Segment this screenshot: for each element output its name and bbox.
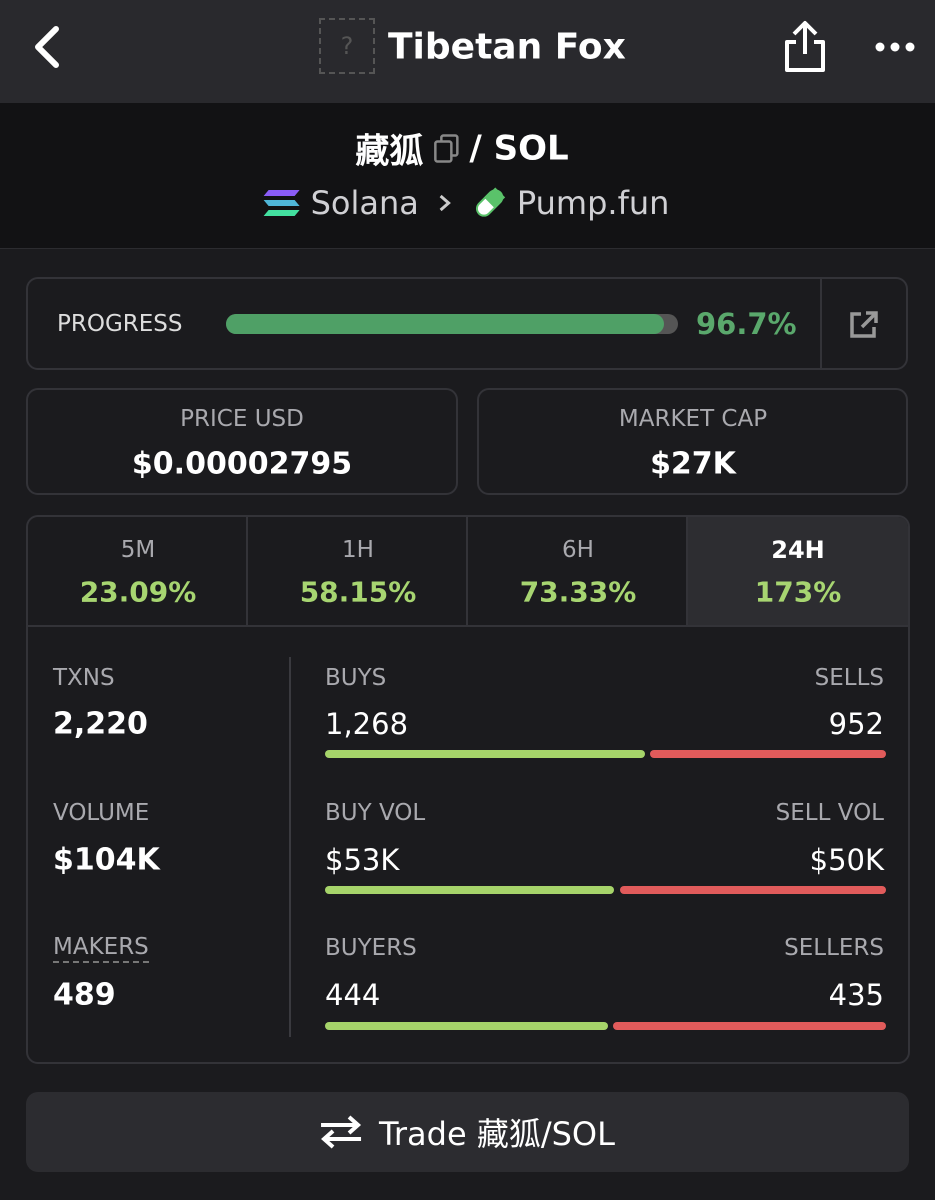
base-symbol: 藏狐 bbox=[355, 131, 424, 172]
trade-label: Trade 藏狐/SOL bbox=[379, 1115, 615, 1153]
divider bbox=[820, 279, 822, 368]
stat-label[interactable]: MAKERS bbox=[53, 933, 149, 963]
buy-bar bbox=[325, 750, 645, 758]
stat-label: TXNS bbox=[53, 665, 115, 691]
progress-value: 96.7% bbox=[696, 307, 797, 341]
split-value: 952 bbox=[828, 707, 884, 741]
split-value: 444 bbox=[325, 978, 381, 1012]
split-value: 435 bbox=[828, 978, 884, 1012]
tab-row: 5M 23.09% 1H 58.15% 6H 73.33% 24H 173% bbox=[28, 517, 908, 627]
tab[interactable]: 5M 23.09% bbox=[28, 517, 248, 625]
external-link[interactable] bbox=[848, 309, 880, 341]
progress-card: PROGRESS 96.7% bbox=[26, 277, 908, 370]
solana-icon bbox=[263, 190, 300, 216]
dex-link[interactable]: Pump.fun bbox=[516, 184, 670, 222]
split-value: 1,268 bbox=[325, 707, 409, 741]
tab-label: 6H bbox=[562, 537, 594, 563]
split-label: BUYERS bbox=[325, 935, 417, 961]
quote-symbol: / SOL bbox=[469, 128, 569, 168]
sell-bar bbox=[620, 886, 886, 894]
tab[interactable]: 1H 58.15% bbox=[248, 517, 468, 625]
stat-value: 2,220 bbox=[53, 706, 148, 742]
market-cap-label: MARKET CAP bbox=[618, 406, 768, 432]
pill-icon bbox=[476, 187, 506, 217]
trade-button[interactable]: Trade 藏狐/SOL bbox=[26, 1092, 909, 1172]
copy-button[interactable] bbox=[433, 133, 459, 163]
divider bbox=[289, 657, 291, 1037]
split-label: SELLS bbox=[814, 665, 884, 691]
tab[interactable]: 6H 73.33% bbox=[468, 517, 688, 625]
tab-label: 1H bbox=[342, 537, 374, 563]
header: ? Tibetan Fox bbox=[0, 0, 935, 103]
split-label: BUYS bbox=[325, 665, 387, 691]
buy-bar bbox=[325, 1022, 608, 1030]
chain-link[interactable]: Solana bbox=[310, 184, 419, 222]
progress-fill bbox=[226, 314, 665, 334]
split-value: $53K bbox=[325, 843, 400, 877]
sell-bar bbox=[613, 1022, 886, 1030]
pair-title: 藏狐 / SOL bbox=[355, 124, 568, 173]
market-cap-value: $27K bbox=[650, 446, 736, 482]
stat-value: $104K bbox=[53, 842, 160, 878]
pair-section: 藏狐 / SOL Solana Pump.fun bbox=[0, 103, 935, 249]
share-button[interactable] bbox=[782, 20, 828, 74]
title: Tibetan Fox bbox=[388, 26, 626, 68]
tab-change: 73.33% bbox=[519, 575, 637, 609]
split-label: BUY VOL bbox=[325, 800, 426, 826]
back-button[interactable] bbox=[30, 25, 64, 69]
stats-card: 5M 23.09% 1H 58.15% 6H 73.33% 24H 173% T… bbox=[26, 515, 910, 1064]
split-label: SELLERS bbox=[784, 935, 884, 961]
tab-change: 58.15% bbox=[299, 575, 417, 609]
progress-label: PROGRESS bbox=[57, 311, 183, 337]
price-card: PRICE USD $0.00002795 bbox=[26, 388, 458, 495]
sell-bar bbox=[650, 750, 886, 758]
swap-icon bbox=[321, 1115, 362, 1149]
split-value: $50K bbox=[809, 843, 884, 877]
market-cap-card: MARKET CAP $27K bbox=[477, 388, 908, 495]
tab-change: 23.09% bbox=[79, 575, 197, 609]
chevron bbox=[439, 194, 452, 212]
token-icon: ? bbox=[319, 18, 375, 74]
tab-label: 24H bbox=[771, 536, 825, 564]
tab-change: 173% bbox=[754, 575, 842, 609]
price-value: $0.00002795 bbox=[131, 446, 353, 482]
price-label: PRICE USD bbox=[180, 406, 304, 432]
breadcrumb: Solana Pump.fun bbox=[263, 184, 670, 222]
more-button[interactable] bbox=[874, 38, 916, 56]
split-label: SELL VOL bbox=[775, 800, 884, 826]
tab-active[interactable]: 24H 173% bbox=[688, 517, 908, 625]
stat-value: 489 bbox=[53, 977, 116, 1013]
trade-button-content: Trade 藏狐/SOL bbox=[319, 1109, 615, 1155]
tab-label: 5M bbox=[120, 537, 156, 563]
buy-bar bbox=[325, 886, 614, 894]
stat-label: VOLUME bbox=[53, 800, 150, 826]
progress-track bbox=[226, 314, 678, 334]
